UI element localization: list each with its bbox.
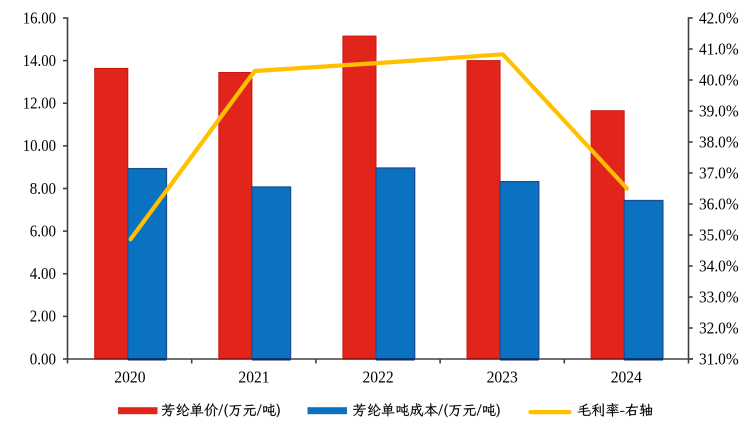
svg-text:6.00: 6.00: [30, 221, 56, 240]
svg-text:38.0%: 38.0%: [699, 132, 739, 151]
svg-text:40.0%: 40.0%: [699, 70, 739, 89]
svg-text:16.00: 16.00: [23, 8, 56, 27]
svg-text:31.0%: 31.0%: [699, 349, 739, 368]
svg-text:39.0%: 39.0%: [699, 101, 739, 120]
svg-text:36.0%: 36.0%: [699, 194, 739, 213]
svg-text:34.0%: 34.0%: [699, 256, 739, 275]
svg-text:14.00: 14.00: [23, 51, 56, 70]
svg-text:2021: 2021: [238, 367, 269, 386]
svg-text:2020: 2020: [114, 367, 145, 386]
svg-text:4.00: 4.00: [30, 264, 56, 283]
svg-text:33.0%: 33.0%: [699, 287, 739, 306]
svg-text:10.00: 10.00: [23, 136, 56, 155]
svg-text:2024: 2024: [611, 367, 642, 386]
svg-text:2.00: 2.00: [30, 307, 56, 326]
svg-text:42.0%: 42.0%: [699, 8, 739, 27]
svg-text:12.00: 12.00: [23, 94, 56, 113]
svg-text:32.0%: 32.0%: [699, 318, 739, 337]
svg-text:41.0%: 41.0%: [699, 39, 739, 58]
svg-text:0.00: 0.00: [30, 349, 56, 368]
svg-text:2022: 2022: [363, 367, 394, 386]
svg-text:8.00: 8.00: [30, 179, 56, 198]
svg-text:37.0%: 37.0%: [699, 163, 739, 182]
svg-text:2023: 2023: [487, 367, 518, 386]
svg-text:35.0%: 35.0%: [699, 225, 739, 244]
